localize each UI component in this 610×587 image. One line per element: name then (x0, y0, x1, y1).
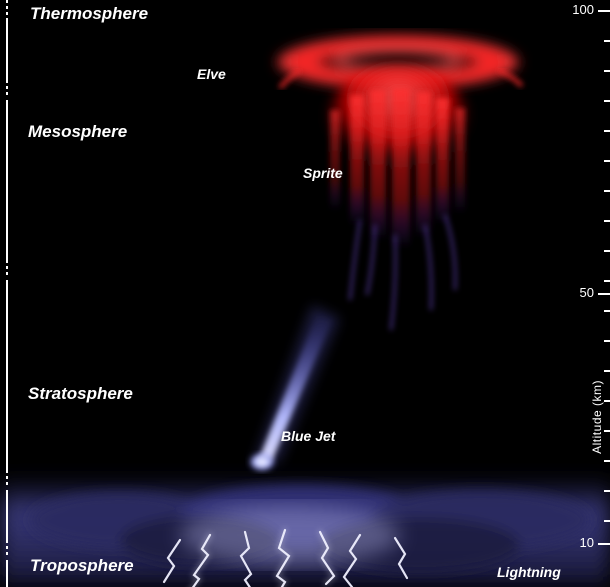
left-boundary-dash (6, 0, 8, 3)
phen-label-blue-jet: Blue Jet (281, 428, 335, 444)
left-boundary-dash (6, 86, 8, 89)
axis-tick-major (598, 293, 610, 295)
layer-label-mesosphere: Mesosphere (28, 122, 127, 142)
axis-tick-minor (604, 190, 610, 192)
left-boundary-dash (6, 80, 8, 83)
left-boundary-dash (6, 12, 8, 15)
axis-tick-minor (604, 490, 610, 492)
left-boundary-dash (6, 482, 8, 485)
axis-tick-minor (604, 460, 610, 462)
left-boundary-line (6, 18, 8, 80)
left-boundary-dash (6, 272, 8, 275)
left-boundary-line (6, 560, 8, 587)
left-boundary-dash (6, 540, 8, 543)
layer-label-thermosphere: Thermosphere (30, 4, 148, 24)
blue-jet-art (248, 305, 340, 472)
atmosphere-diagram: Altitude (km) Thermosphere Mesosphere Stra… (0, 0, 610, 587)
axis-label: Altitude (km) (590, 380, 604, 454)
left-boundary-dash (6, 6, 8, 9)
axis-tick-minor (604, 430, 610, 432)
left-boundary-dash (6, 546, 8, 549)
left-boundary-line (6, 100, 8, 260)
axis-tick-minor (604, 130, 610, 132)
left-boundary-dash (6, 470, 8, 473)
axis-tick-minor (604, 160, 610, 162)
sprite-art (328, 65, 468, 330)
axis-tick-minor (604, 370, 610, 372)
layer-label-stratosphere: Stratosphere (28, 384, 133, 404)
axis-tick-minor (604, 400, 610, 402)
layer-label-troposphere: Troposphere (30, 556, 134, 576)
left-boundary-line (6, 280, 8, 470)
phen-label-elve: Elve (197, 66, 226, 82)
axis-tick-minor (604, 250, 610, 252)
left-boundary-line (6, 490, 8, 540)
elve-art (273, 34, 523, 90)
phen-label-sprite: Sprite (303, 165, 343, 181)
axis-tick-minor (604, 220, 610, 222)
axis-tick-major (598, 543, 610, 545)
left-boundary-dash (6, 552, 8, 555)
axis-tick-minor (604, 340, 610, 342)
axis-tick-minor (604, 100, 610, 102)
phen-label-lightning: Lightning (497, 564, 561, 580)
axis-tick-minor (604, 280, 610, 282)
left-boundary-dash (6, 476, 8, 479)
elve-wisps (280, 70, 522, 88)
axis-tick-minor (604, 310, 610, 312)
tick-label-50: 50 (580, 285, 594, 300)
left-boundary-dash (6, 260, 8, 263)
lightning-art (164, 530, 407, 587)
left-boundary-dash (6, 266, 8, 269)
tick-label-10: 10 (580, 535, 594, 550)
axis-tick-major (598, 10, 610, 12)
axis-tick-minor (604, 520, 610, 522)
tick-label-100: 100 (572, 2, 594, 17)
axis-tick-minor (604, 70, 610, 72)
left-boundary-dash (6, 92, 8, 95)
axis-tick-minor (604, 40, 610, 42)
artwork (0, 0, 610, 587)
